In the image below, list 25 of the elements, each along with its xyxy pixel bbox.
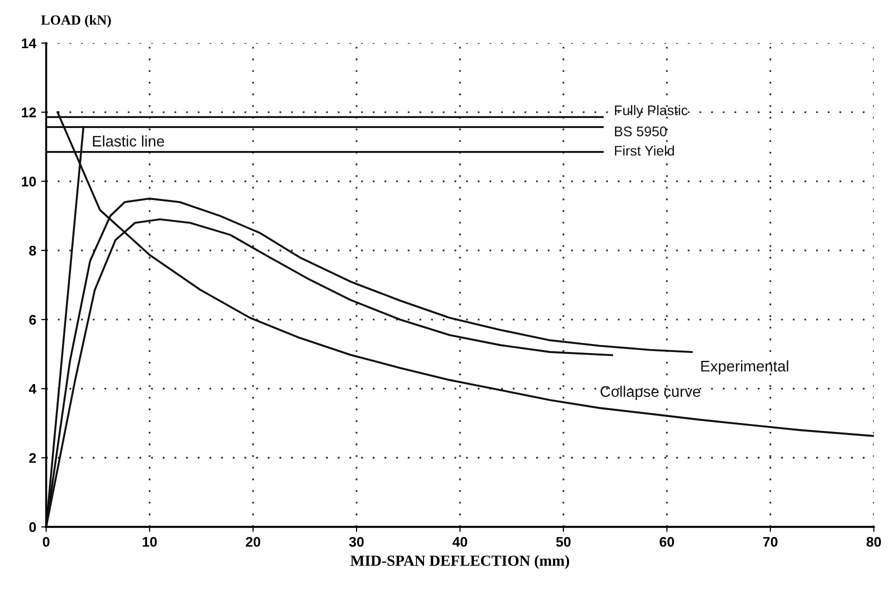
y-axis-title: LOAD (kN) [41,14,111,28]
x-tick-label: 40 [452,536,468,547]
series-label: Elastic line [93,135,164,147]
series-label: Collapse curve [600,386,700,400]
y-tick-label: 12 [22,108,36,118]
series-label: Experimental [701,360,788,375]
y-tick-label: 8 [29,246,36,256]
x-tick-label: 70 [763,536,778,547]
series-label: First Yield [615,145,674,156]
y-tick-label: 4 [28,384,36,394]
x-tick-label: 20 [246,536,260,547]
series-label: BS 5950 [615,126,667,136]
x-tick-label: 30 [349,536,364,547]
y-tick-label: 0 [29,522,36,532]
x-tick-label: 80 [866,536,881,547]
series-label: Fully Plastic [615,105,688,118]
x-tick-label: 10 [142,536,157,547]
x-axis-title: MID-SPAN DEFLECTION (mm) [350,555,570,569]
x-tick-label: 0 [42,536,50,547]
y-tick-label: 6 [29,314,36,325]
x-tick-label: 60 [660,536,674,547]
x-tick-label: 50 [556,536,571,547]
y-tick-label: 10 [22,176,36,186]
y-tick-label: 2 [29,453,36,463]
y-tick-label: 14 [22,38,36,48]
